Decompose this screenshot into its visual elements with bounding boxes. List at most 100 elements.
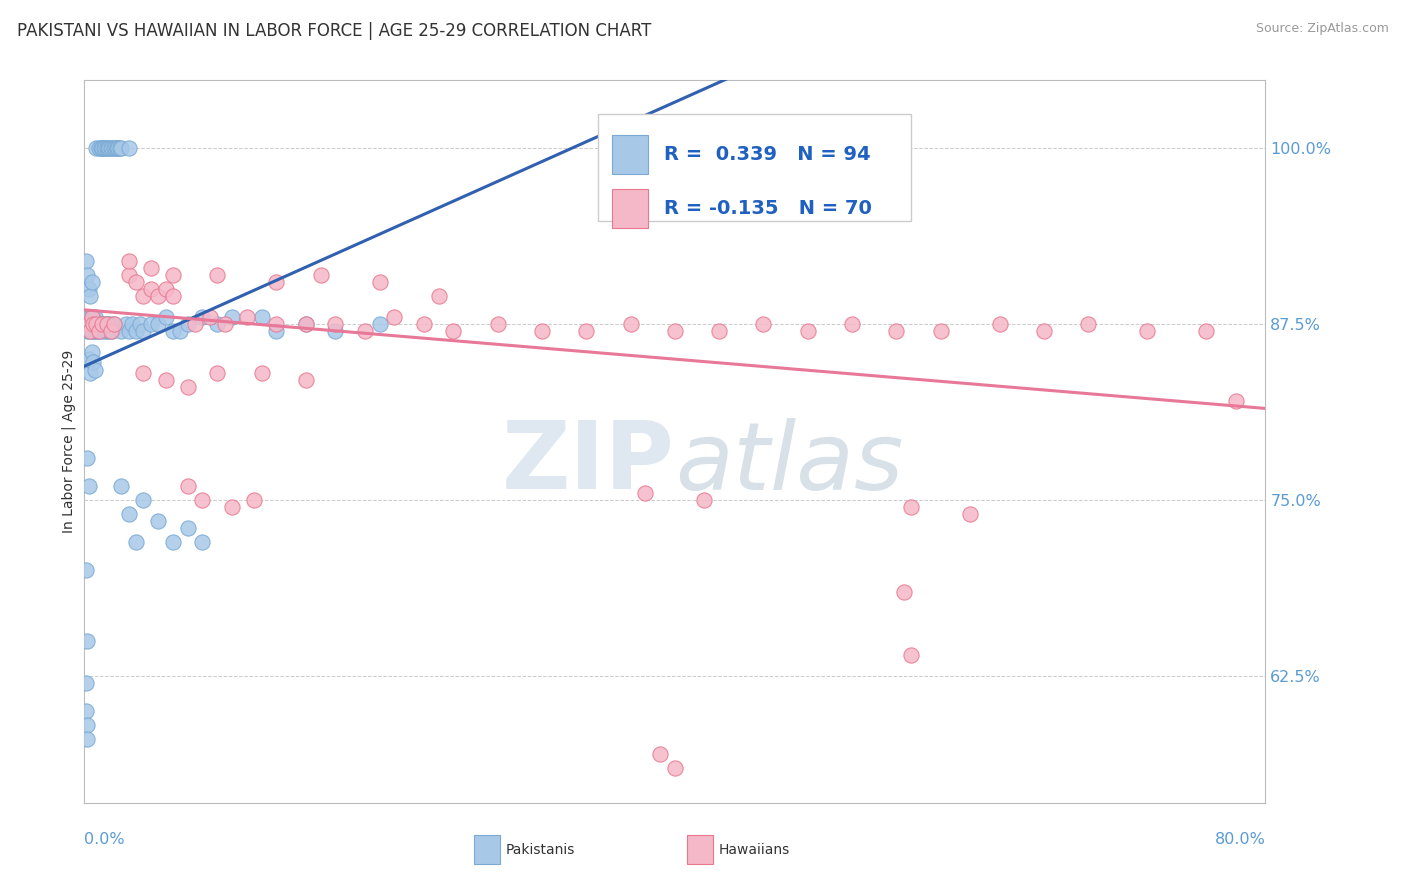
Point xyxy=(94,324,117,338)
Point xyxy=(243,493,266,508)
Point xyxy=(250,310,273,324)
Text: ZIP: ZIP xyxy=(502,417,675,509)
Point xyxy=(148,289,170,303)
FancyBboxPatch shape xyxy=(598,114,911,221)
Point xyxy=(250,366,273,380)
FancyBboxPatch shape xyxy=(612,136,648,174)
FancyBboxPatch shape xyxy=(474,835,501,864)
Point xyxy=(162,535,184,549)
Point xyxy=(96,317,118,331)
Point xyxy=(86,317,108,331)
Point xyxy=(79,366,101,380)
Point xyxy=(1033,324,1056,338)
Point xyxy=(797,324,820,338)
Point xyxy=(87,141,111,155)
Point xyxy=(129,317,152,331)
Point xyxy=(76,633,98,648)
Point xyxy=(118,507,141,521)
Point xyxy=(266,275,288,289)
Point xyxy=(90,317,112,331)
Point xyxy=(886,324,908,338)
Point xyxy=(295,317,318,331)
Point xyxy=(650,747,672,761)
Point xyxy=(309,268,332,282)
Point xyxy=(132,366,155,380)
Point xyxy=(83,324,105,338)
Point xyxy=(1195,324,1218,338)
Point xyxy=(100,324,122,338)
Point xyxy=(125,275,148,289)
Point xyxy=(82,310,104,324)
Point xyxy=(155,310,177,324)
Point xyxy=(139,260,162,275)
Point xyxy=(101,141,124,155)
Point xyxy=(148,514,170,528)
Point xyxy=(634,486,657,500)
Point xyxy=(486,317,509,331)
Point xyxy=(110,324,132,338)
Point xyxy=(132,493,155,508)
Text: Hawaiians: Hawaiians xyxy=(718,843,790,856)
Text: R = -0.135   N = 70: R = -0.135 N = 70 xyxy=(664,199,872,218)
Point xyxy=(575,324,598,338)
Point xyxy=(266,324,288,338)
Point xyxy=(221,310,243,324)
Point xyxy=(207,268,229,282)
Point xyxy=(1077,317,1099,331)
Point xyxy=(100,317,122,331)
Point xyxy=(125,535,148,549)
Point xyxy=(96,324,118,338)
Point xyxy=(80,275,103,289)
Point xyxy=(101,324,124,338)
Point xyxy=(91,317,114,331)
Point xyxy=(80,345,103,359)
Point xyxy=(155,282,177,296)
Point xyxy=(177,317,200,331)
Point xyxy=(84,317,107,331)
Point xyxy=(79,310,101,324)
Point xyxy=(531,324,554,338)
Point xyxy=(76,324,98,338)
Point xyxy=(82,324,104,338)
Point xyxy=(155,373,177,387)
Point xyxy=(87,317,111,331)
Point xyxy=(104,141,127,155)
Point xyxy=(191,493,214,508)
Point xyxy=(125,324,148,338)
Point xyxy=(75,253,97,268)
Point xyxy=(295,317,318,331)
Point xyxy=(87,324,111,338)
Text: 0.0%: 0.0% xyxy=(84,831,125,847)
Text: Source: ZipAtlas.com: Source: ZipAtlas.com xyxy=(1256,22,1389,36)
Point xyxy=(105,141,128,155)
Point xyxy=(86,324,108,338)
Point xyxy=(82,317,104,331)
Point xyxy=(1225,394,1247,409)
Point xyxy=(91,141,114,155)
Point xyxy=(87,324,111,338)
Point xyxy=(75,563,97,577)
Point xyxy=(91,324,114,338)
Point xyxy=(162,324,184,338)
Point xyxy=(664,324,686,338)
Point xyxy=(75,317,97,331)
Point xyxy=(841,317,863,331)
Point xyxy=(221,500,243,514)
Point xyxy=(988,317,1011,331)
Point xyxy=(107,141,129,155)
Point xyxy=(77,317,100,331)
Point xyxy=(103,317,125,331)
Point xyxy=(103,141,125,155)
Y-axis label: In Labor Force | Age 25-29: In Labor Force | Age 25-29 xyxy=(62,350,76,533)
Point xyxy=(76,310,98,324)
Point xyxy=(75,704,97,718)
Point xyxy=(382,310,406,324)
Point xyxy=(84,141,107,155)
Point xyxy=(118,141,141,155)
Point xyxy=(184,317,207,331)
Point xyxy=(77,324,100,338)
Point xyxy=(93,317,115,331)
Point xyxy=(76,450,98,465)
Point xyxy=(169,324,191,338)
Point xyxy=(413,317,436,331)
